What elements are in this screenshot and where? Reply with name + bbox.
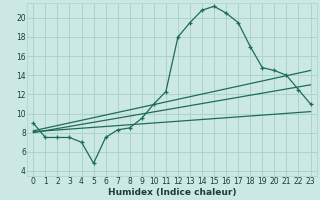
X-axis label: Humidex (Indice chaleur): Humidex (Indice chaleur) [108, 188, 236, 197]
